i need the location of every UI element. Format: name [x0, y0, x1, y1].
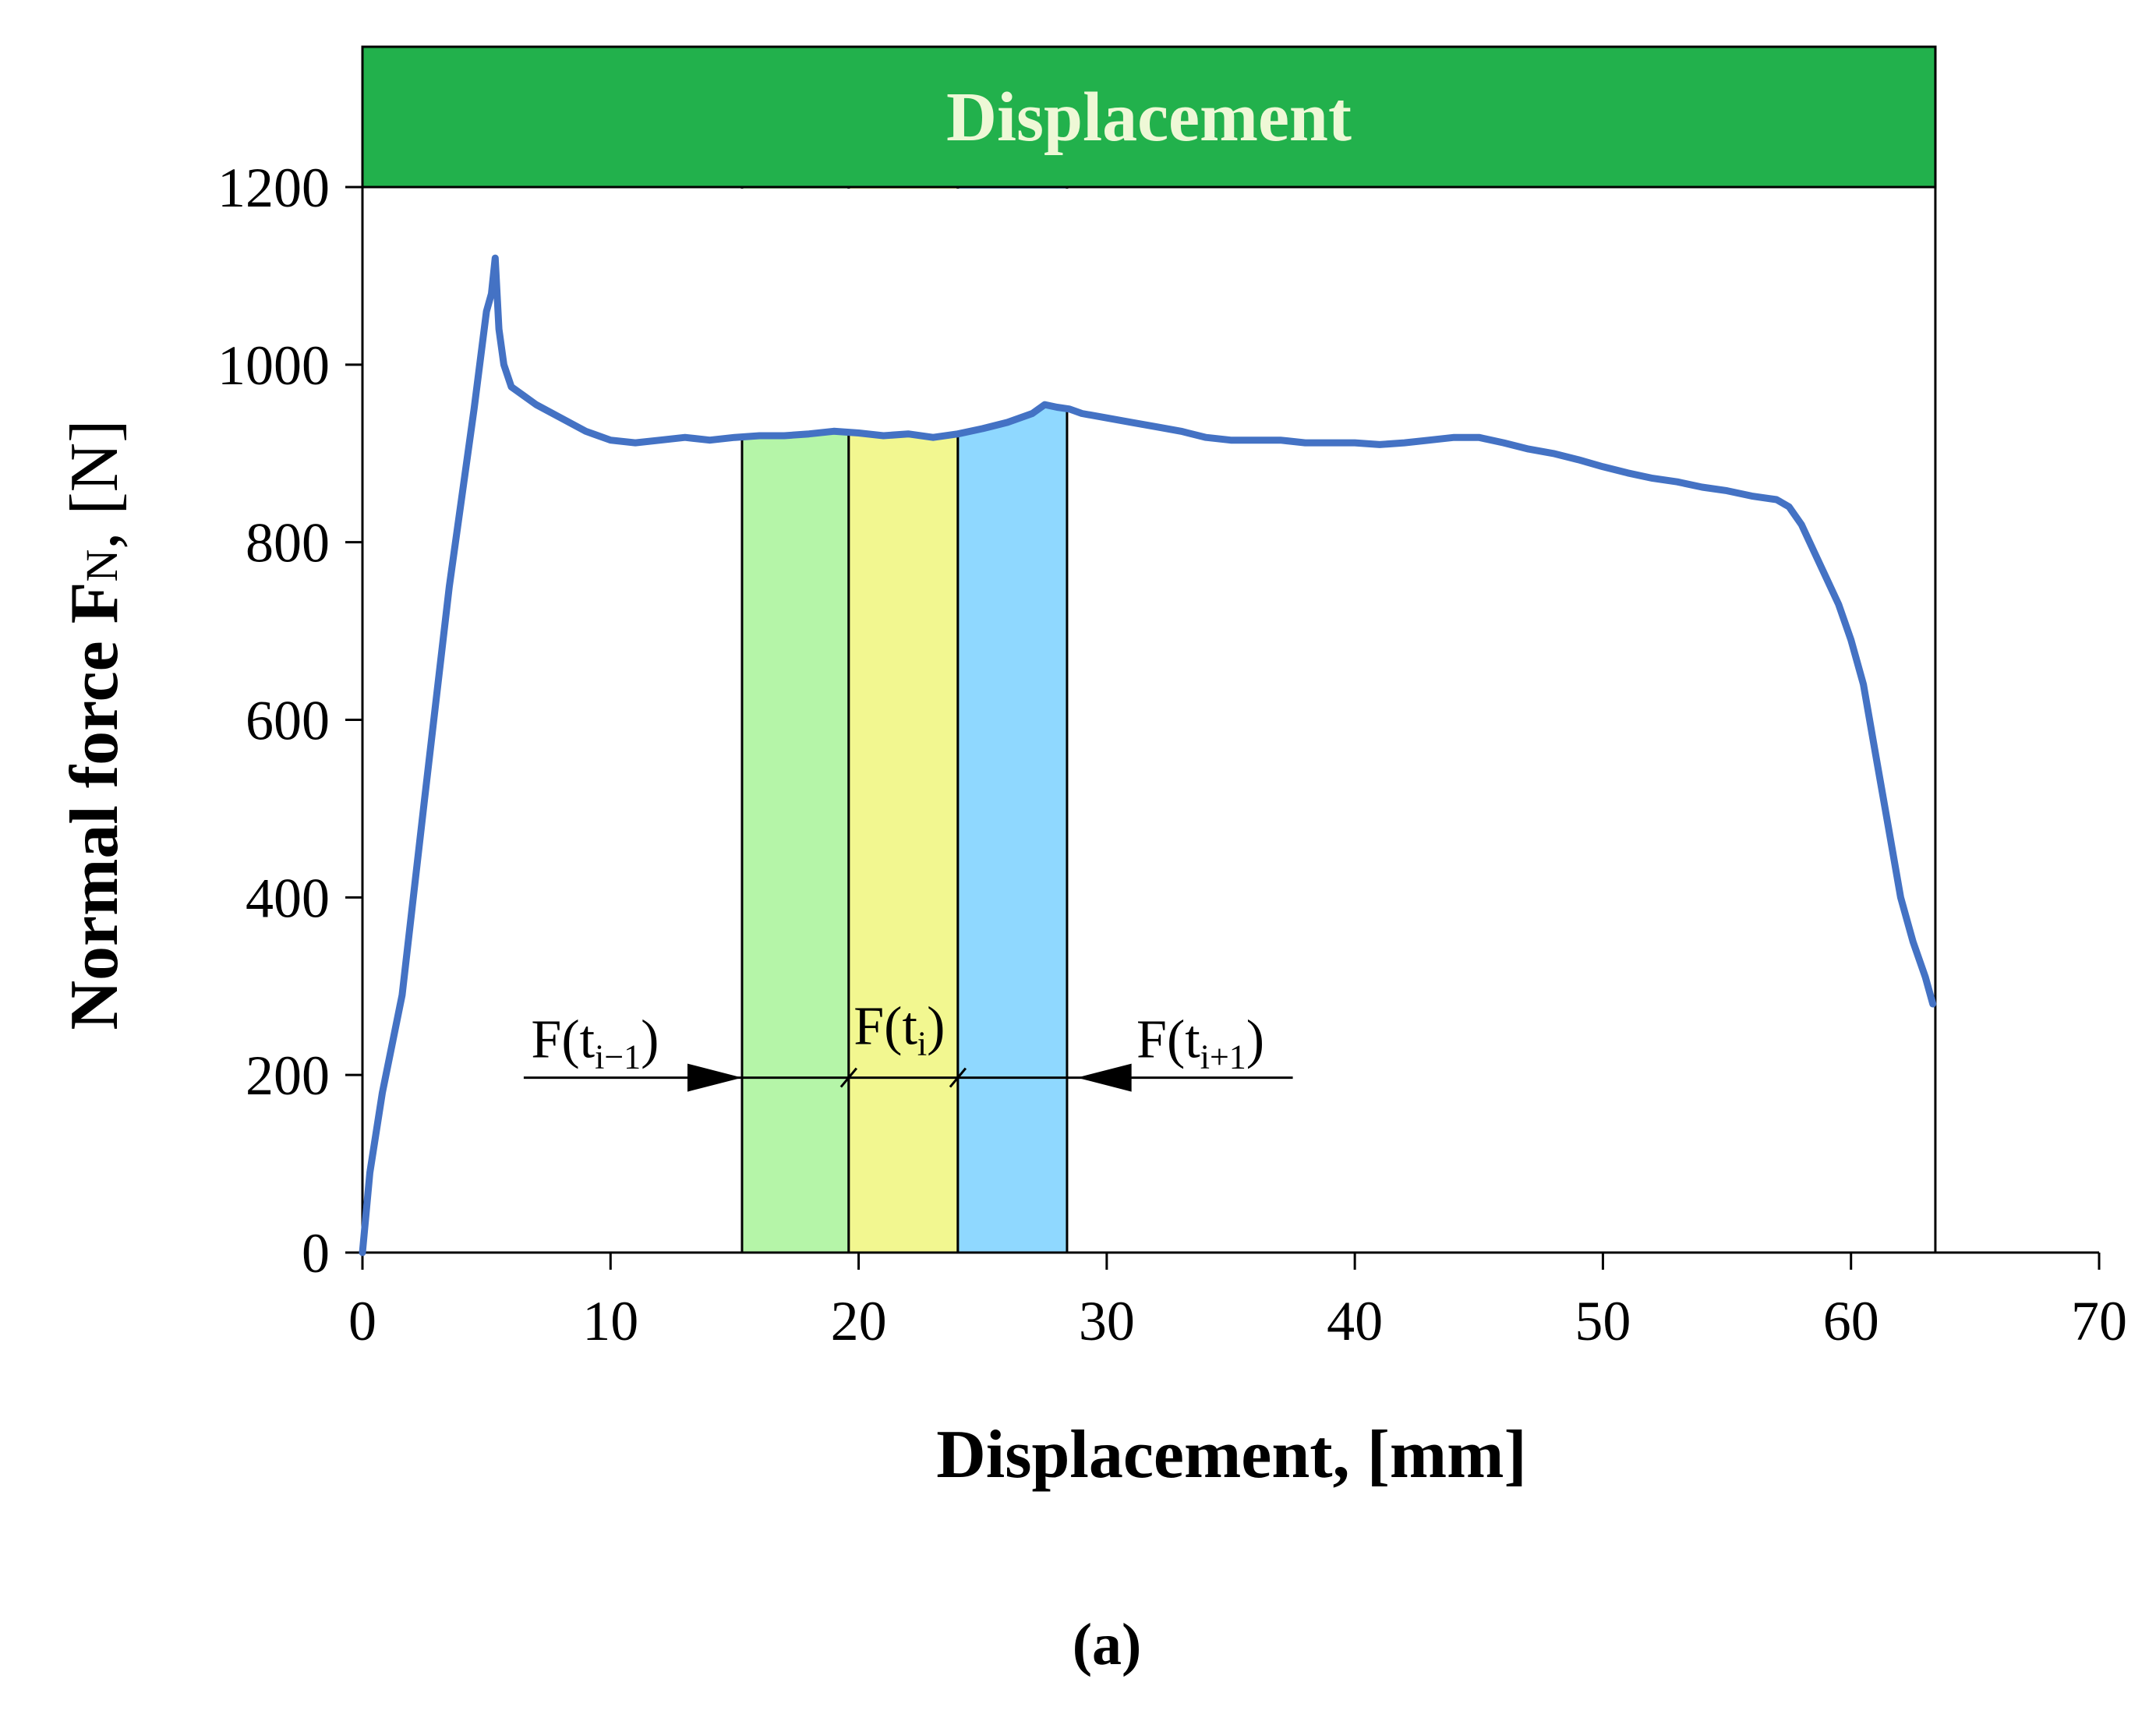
y-tick-label-3: 600	[246, 690, 330, 752]
arrow-right-head	[1076, 1063, 1132, 1092]
x-tick-label-3: 30	[1079, 1290, 1135, 1352]
y-tick-label-0: 0	[302, 1222, 330, 1285]
x-tick-label-1: 10	[582, 1290, 638, 1352]
y-axis-label: Normal force FN, [N]	[57, 419, 133, 1030]
series-line-0	[359, 254, 1937, 1256]
y-tick-label-6: 1200	[217, 157, 330, 219]
region-mask	[717, 189, 1092, 436]
y-tick-labels: 0 200 400 600 800 1000 1200	[217, 157, 330, 1285]
annotation-label-0: F(ti−1)	[531, 1009, 659, 1076]
y-axis-label-subscript: N	[76, 550, 127, 582]
y-axis-label-main: Normal force F	[57, 582, 133, 1030]
boundary-tick-1	[949, 1067, 967, 1088]
y-tick-label-5: 1000	[217, 334, 330, 397]
annotation-label-1: F(ti)	[854, 996, 945, 1062]
figure-caption: (a)	[1073, 1612, 1142, 1677]
x-tick-label-6: 60	[1823, 1290, 1879, 1352]
y-axis-label-unit: , [N]	[57, 419, 133, 549]
axes	[345, 186, 2101, 1270]
banner: Displacement	[361, 45, 1937, 189]
x-tick-label-0: 0	[348, 1290, 376, 1352]
arrow-left-head	[687, 1063, 742, 1092]
banner-title: Displacement	[946, 79, 1352, 156]
y-tick-label-1: 200	[246, 1044, 330, 1107]
y-tick-label-4: 800	[246, 512, 330, 574]
annotation-label-2: F(ti+1)	[1136, 1009, 1264, 1076]
x-tick-label-5: 50	[1575, 1290, 1631, 1352]
annotations: F(ti−1) F(ti) F(ti+1)	[523, 996, 1293, 1092]
banner-background	[361, 45, 1937, 189]
x-tick-labels: 0 10 20 30 40 50 60 70	[348, 1290, 2127, 1352]
x-axis-label: Displacement, [mm]	[936, 1417, 1527, 1493]
x-tick-label-7: 70	[2071, 1290, 2127, 1352]
y-tick-label-2: 400	[246, 867, 330, 929]
data-series	[359, 189, 1937, 1256]
x-tick-label-2: 20	[831, 1290, 887, 1352]
x-tick-label-4: 40	[1327, 1290, 1383, 1352]
boundary-tick-0	[839, 1067, 857, 1088]
